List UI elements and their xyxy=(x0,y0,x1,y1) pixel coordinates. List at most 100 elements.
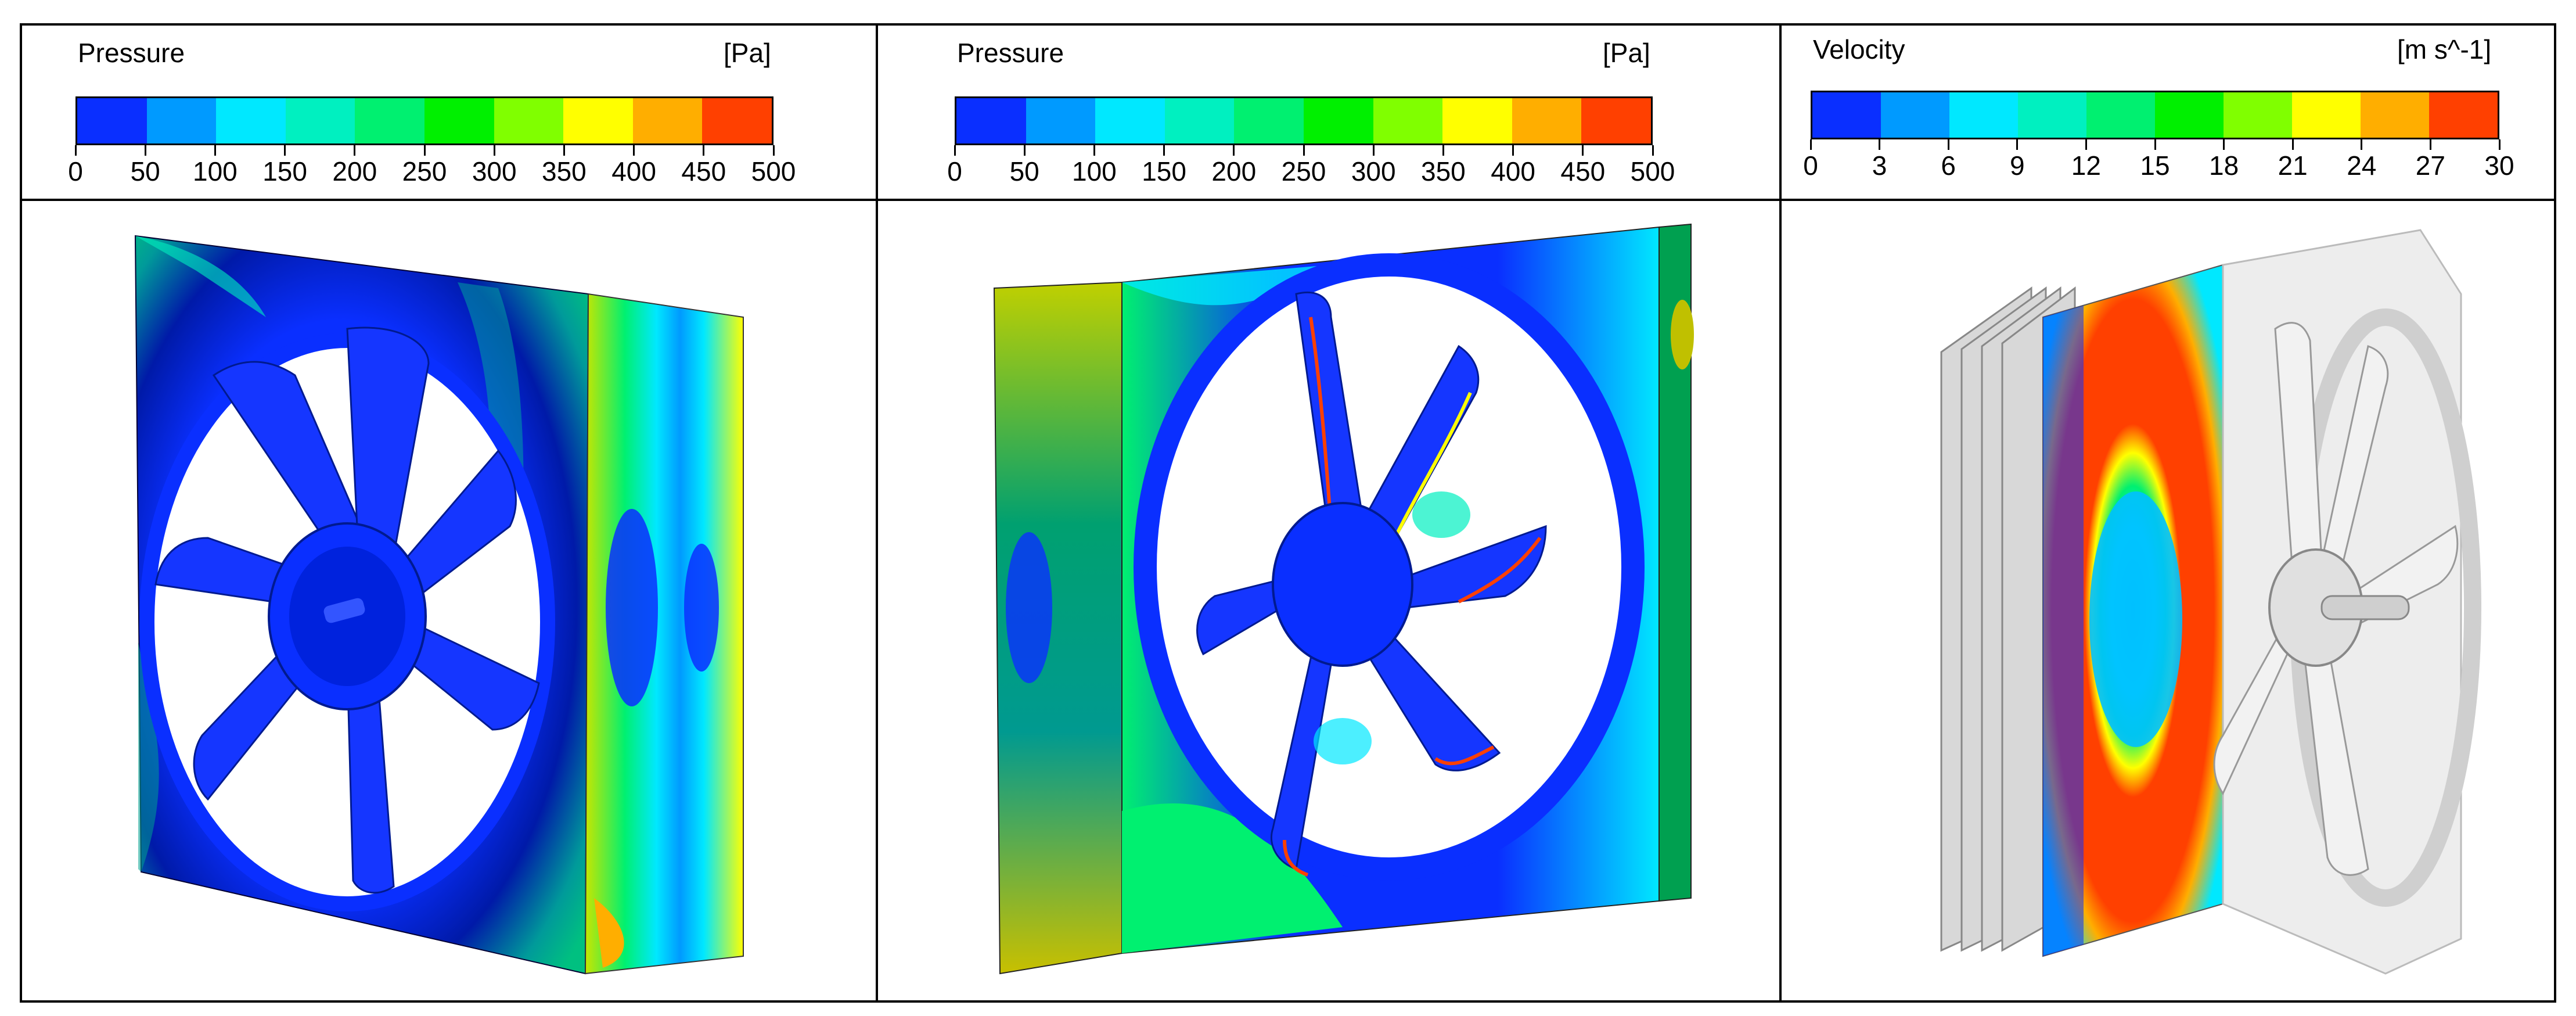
colorbar-tick xyxy=(1442,145,1444,156)
colorbar-tick xyxy=(2085,139,2087,150)
colorbar-segment xyxy=(1881,92,1949,138)
colorbar-tick-label: 0 xyxy=(1803,150,1818,181)
colorbar-segment xyxy=(1373,98,1443,143)
legend-panel-2: Pressure [Pa] 0 50 100 150 200 250 300 350 400 45… xyxy=(878,26,1779,199)
legend-title: Pressure xyxy=(957,38,1064,68)
colorbar-segment xyxy=(2292,92,2361,138)
colorbar-ticks: 0 3 6 9 12 15 18 21 24 27 30 xyxy=(1803,139,2514,181)
colorbar-segment xyxy=(1512,98,1582,143)
colorbar-tick-label: 500 xyxy=(1630,156,1675,186)
colorbar-tick xyxy=(1303,145,1305,156)
colorbar-tick-label: 50 xyxy=(1009,156,1039,186)
colorbar-tick xyxy=(493,145,495,156)
colorbar-segment xyxy=(1026,98,1096,143)
colorbar-tick xyxy=(2361,139,2363,150)
colorbar-segment xyxy=(1234,98,1304,143)
colorbar-tick-label: 350 xyxy=(1421,156,1466,186)
colorbar-tick-label: 6 xyxy=(1941,150,1956,181)
colorbar-tick-label: 300 xyxy=(1351,156,1396,186)
colorbar-tick-label: 450 xyxy=(681,156,726,186)
colorbar-segment xyxy=(1812,92,1881,138)
fan-pressure-view-rear xyxy=(878,201,1779,1000)
panel-divider-1 xyxy=(876,23,878,1003)
colorbar-tick-label: 300 xyxy=(472,156,517,186)
colorbar-tick-label: 250 xyxy=(1281,156,1326,186)
colorbar-tick xyxy=(1163,145,1165,156)
colorbar-tick xyxy=(2291,139,2294,150)
colorbar-tick-label: 100 xyxy=(1072,156,1117,186)
colorbar-segment xyxy=(285,98,355,143)
colorbar-tick-label: 24 xyxy=(2347,150,2377,181)
colorbar-tick-label: 9 xyxy=(2010,150,2025,181)
legend-panel-3: Velocity [m s^-1] 0 3 6 9 12 15 18 21 24 27 30 xyxy=(1782,26,2554,199)
colorbar-segment xyxy=(2361,92,2429,138)
colorbar-segment xyxy=(2429,92,2498,138)
colorbar-tick xyxy=(563,145,565,156)
colorbar-tick xyxy=(1582,145,1584,156)
colorbar-tick-label: 250 xyxy=(402,156,447,186)
colorbar-tick xyxy=(2016,139,2019,150)
colorbar-tick-label: 12 xyxy=(2071,150,2101,181)
colorbar-tick xyxy=(423,145,426,156)
colorbar-segment xyxy=(2155,92,2224,138)
colorbar-segment xyxy=(1442,98,1512,143)
colorbar-tick xyxy=(1879,139,1881,150)
figure-frame xyxy=(20,23,2556,1003)
legend-title: Pressure xyxy=(78,38,185,68)
colorbar-tick-label: 500 xyxy=(751,156,796,186)
colorbar-segment xyxy=(1095,98,1165,143)
colorbar-tick xyxy=(1023,145,1026,156)
colorbar-segment xyxy=(632,98,703,143)
colorbar-tick-label: 0 xyxy=(947,156,962,186)
colorbar-segment xyxy=(2086,92,2155,138)
colorbar xyxy=(955,96,1653,145)
colorbar-segment xyxy=(1303,98,1373,143)
colorbar-segment xyxy=(702,98,772,143)
colorbar-segment xyxy=(424,98,494,143)
colorbar-tick xyxy=(1372,145,1375,156)
fan-pressure-view-front xyxy=(22,201,876,1000)
colorbar-segment xyxy=(2018,92,2086,138)
colorbar-tick xyxy=(284,145,286,156)
colorbar-tick-label: 450 xyxy=(1560,156,1606,186)
legend-unit: [m s^-1] xyxy=(2397,34,2492,64)
legend-title: Velocity xyxy=(1813,34,1905,64)
colorbar xyxy=(1811,91,2499,139)
legend-panel-1: Pressure [Pa] 0 50 100 150 200 250 300 350 400 45… xyxy=(22,26,876,199)
colorbar-tick-label: 200 xyxy=(332,156,377,186)
colorbar-tick xyxy=(2154,139,2156,150)
colorbar-segment xyxy=(956,98,1026,143)
header-divider xyxy=(20,199,2556,201)
colorbar-tick xyxy=(354,145,356,156)
colorbar-tick-label: 200 xyxy=(1211,156,1257,186)
colorbar-tick xyxy=(2223,139,2225,150)
colorbar-tick-label: 3 xyxy=(1872,150,1887,181)
colorbar-tick-label: 150 xyxy=(1142,156,1186,186)
colorbar-tick-label: 400 xyxy=(611,156,656,186)
colorbar-segment xyxy=(494,98,564,143)
colorbar-tick-label: 100 xyxy=(193,156,238,186)
colorbar-tick-label: 0 xyxy=(68,156,83,186)
colorbar-tick xyxy=(1233,145,1235,156)
colorbar-tick-label: 27 xyxy=(2415,150,2445,181)
colorbar-tick xyxy=(74,145,77,156)
colorbar-tick-label: 50 xyxy=(130,156,160,186)
colorbar-tick xyxy=(1947,139,1949,150)
colorbar-tick xyxy=(214,145,216,156)
colorbar-segment xyxy=(355,98,424,143)
colorbar-segment xyxy=(563,98,633,143)
colorbar-tick xyxy=(954,145,956,156)
colorbar-tick-label: 21 xyxy=(2278,150,2308,181)
colorbar-tick xyxy=(1652,145,1654,156)
colorbar-tick-label: 350 xyxy=(542,156,587,186)
colorbar-segment xyxy=(77,98,147,143)
colorbar-tick xyxy=(1093,145,1095,156)
colorbar-tick-label: 15 xyxy=(2140,150,2170,181)
colorbar-tick xyxy=(772,145,775,156)
colorbar-tick-label: 30 xyxy=(2484,150,2514,181)
colorbar-tick xyxy=(1809,139,1812,150)
colorbar-tick xyxy=(1512,145,1514,156)
legend-unit: [Pa] xyxy=(724,38,771,68)
colorbar-ticks: 0 50 100 150 200 250 300 350 400 450 500 xyxy=(68,145,796,186)
panel-divider-2 xyxy=(1779,23,1782,1003)
